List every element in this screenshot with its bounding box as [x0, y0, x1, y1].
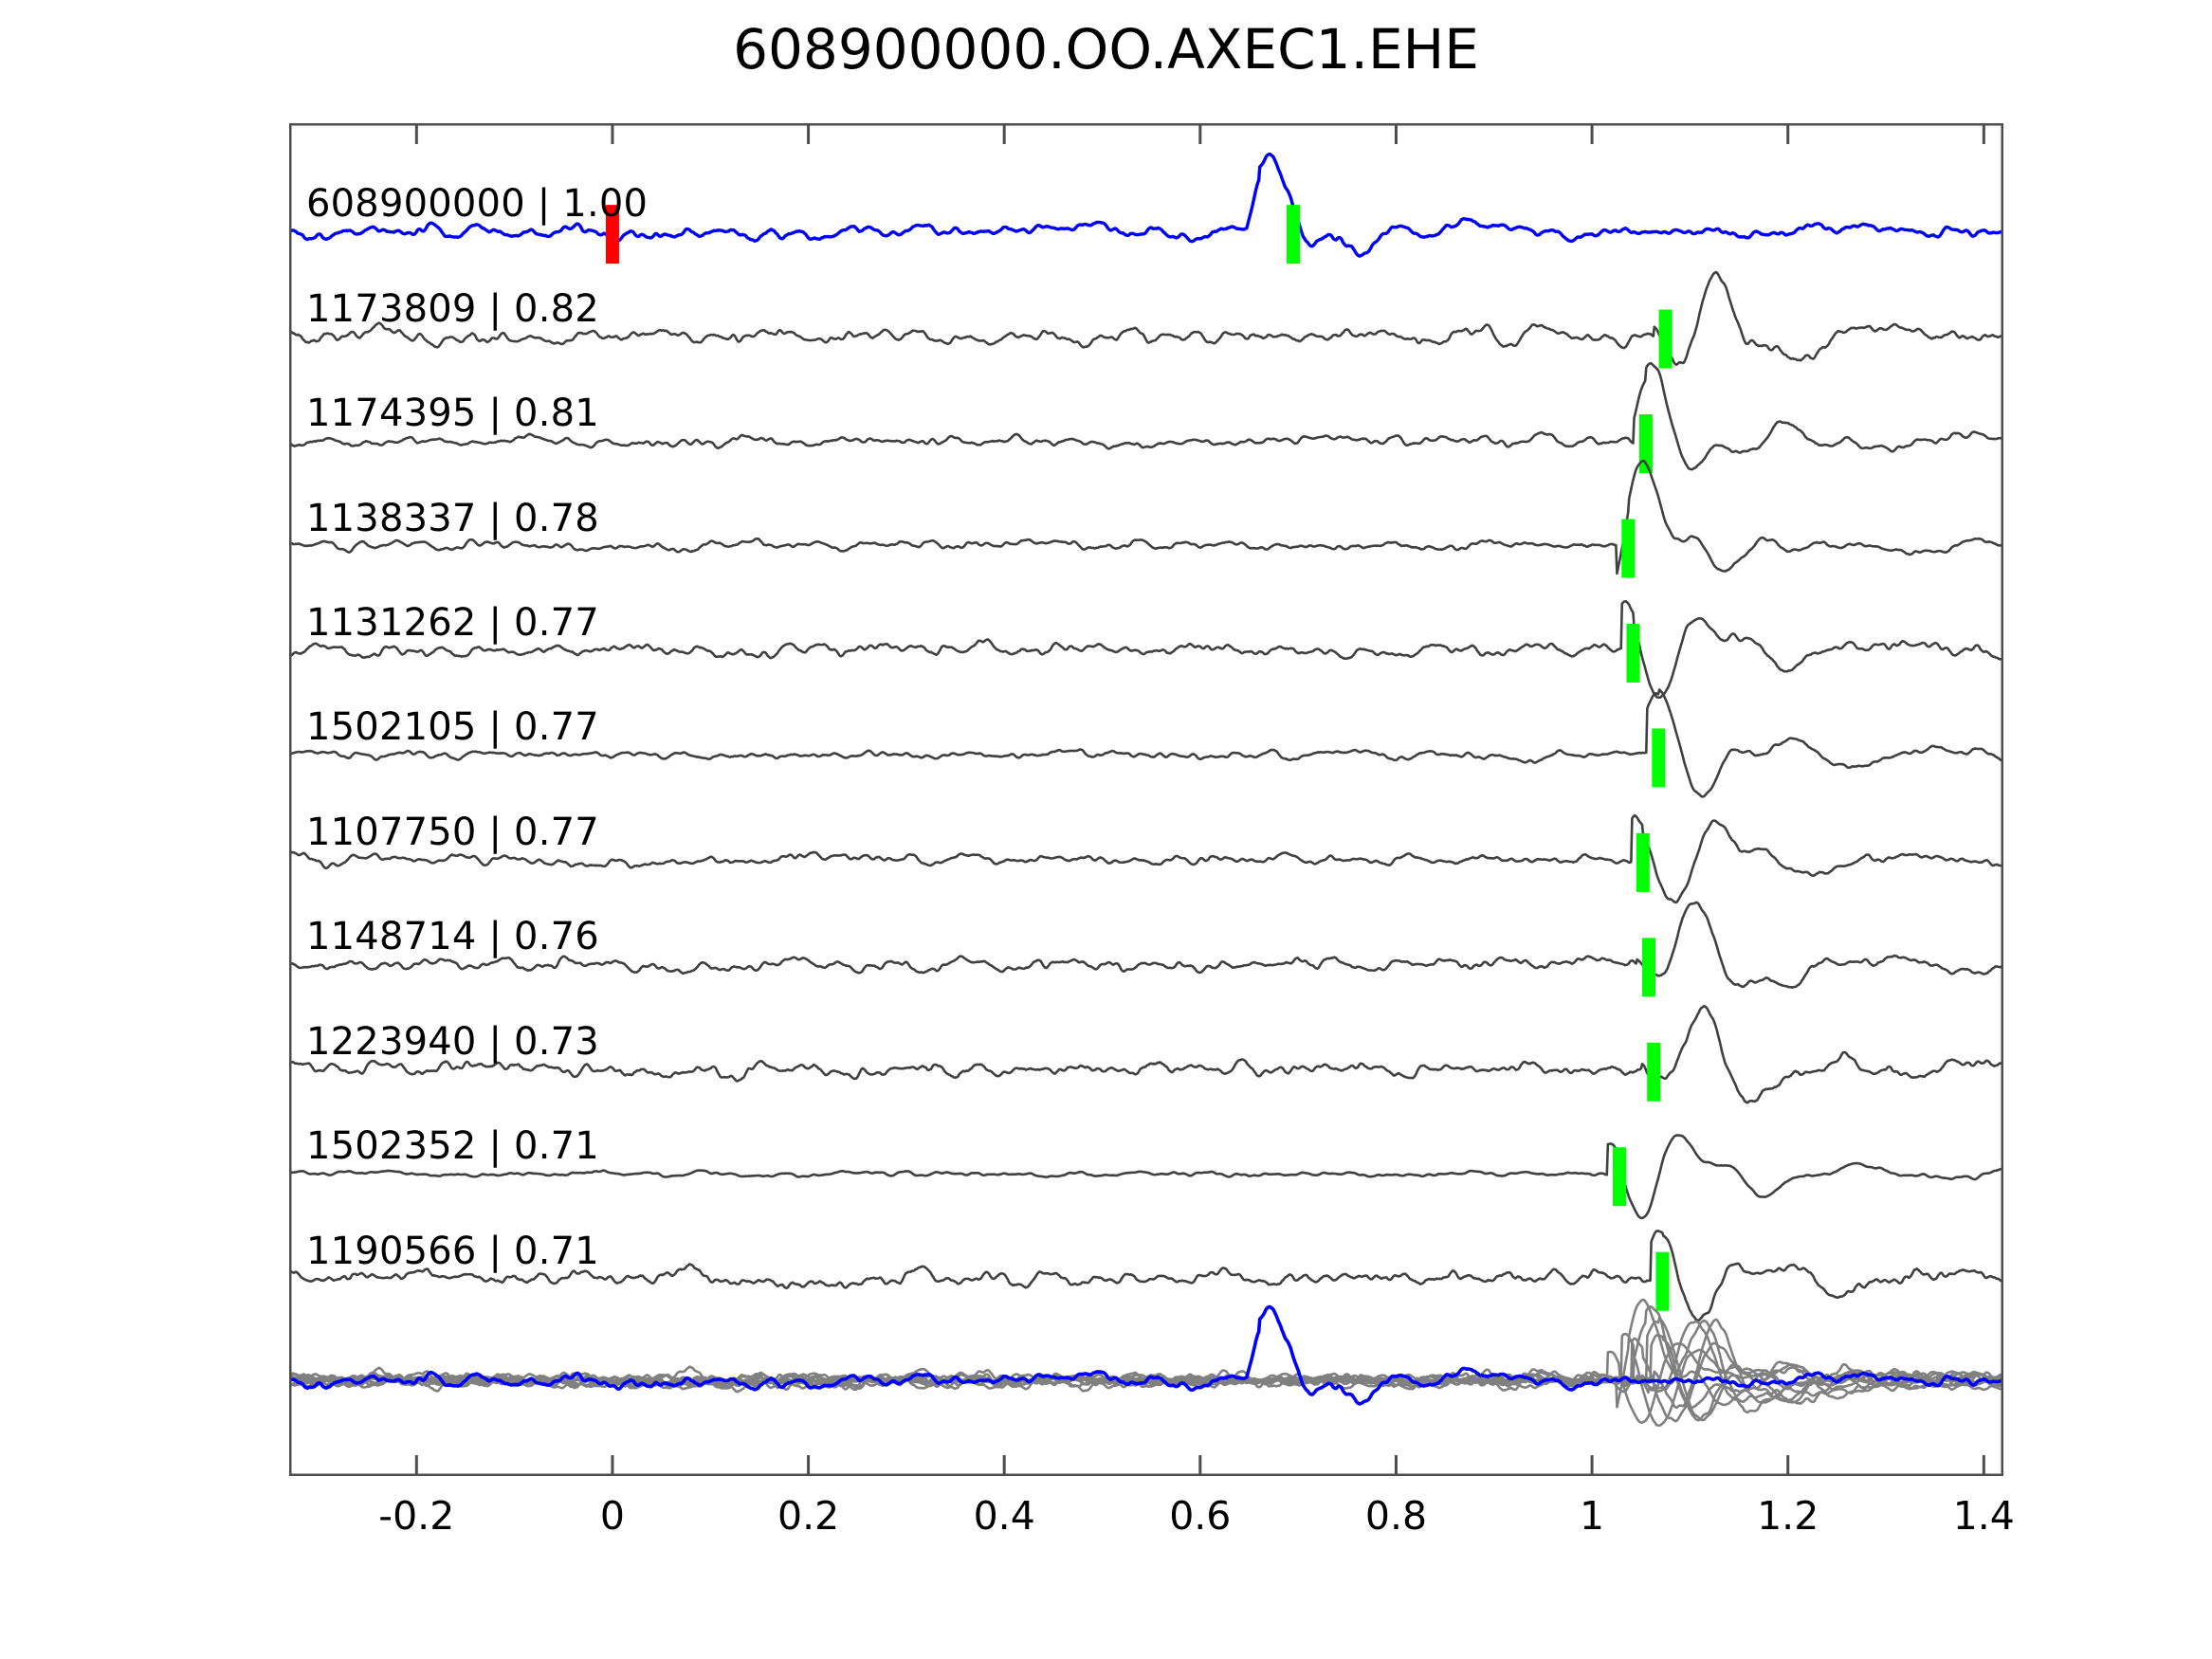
x-tick-label: 1.4 [1952, 1493, 2015, 1539]
trace-label: 1502352 | 0.71 [306, 1124, 599, 1169]
waveform-trace [289, 152, 2003, 258]
plot-svg [289, 123, 2003, 1476]
waveform-row [289, 1230, 2003, 1322]
pick-marker [1658, 309, 1673, 369]
trace-label: 608900000 | 1.00 [306, 182, 649, 227]
pick-marker [1638, 414, 1653, 474]
trace-label: 1223940 | 0.73 [306, 1019, 599, 1064]
waveform-row [289, 152, 2003, 264]
waveform-row [289, 814, 2003, 904]
trace-label: 1131262 | 0.77 [306, 600, 599, 645]
trace-label: 1173809 | 0.82 [306, 286, 599, 331]
waveform-trace [289, 600, 2003, 700]
stack-trace [289, 1319, 2003, 1414]
x-tick-label: 0.8 [1364, 1493, 1428, 1539]
waveform-row [289, 362, 2003, 474]
waveform-trace [289, 1230, 2003, 1322]
stack-template-trace [289, 1304, 2003, 1406]
waveform-trace [289, 901, 2003, 989]
waveform-trace [289, 1005, 2003, 1104]
waveform-row [289, 1134, 2003, 1220]
pick-marker [1647, 1042, 1661, 1102]
waveform-row [289, 688, 2003, 798]
pick-marker [1655, 1251, 1670, 1311]
trace-label: 1107750 | 0.77 [306, 810, 599, 854]
x-tick-label: -0.2 [378, 1493, 455, 1539]
waveform-row [289, 1005, 2003, 1104]
axes-frame [289, 123, 2003, 1476]
pick-marker [1621, 519, 1636, 578]
trace-label: 1502105 | 0.77 [306, 705, 599, 750]
waveform-trace [289, 1134, 2003, 1220]
waveform-trace [289, 688, 2003, 798]
pick-marker [1636, 832, 1650, 892]
trace-label: 1190566 | 0.71 [306, 1229, 599, 1273]
waveform-trace [289, 362, 2003, 471]
x-tick-label: 0.4 [973, 1493, 1035, 1539]
waveform-row [289, 459, 2003, 578]
pick-marker [605, 205, 619, 264]
waveform-row [289, 270, 2003, 369]
x-tick-label: 1 [1580, 1493, 1605, 1539]
pick-marker [1613, 1147, 1627, 1207]
pick-marker [1626, 623, 1640, 683]
waveform-trace [289, 270, 2003, 367]
pick-marker [1652, 728, 1666, 788]
x-tick-label: 1.2 [1757, 1493, 1819, 1539]
pick-marker [1642, 938, 1655, 997]
x-tick-label: 0.2 [777, 1493, 840, 1539]
waveform-row [289, 901, 2003, 997]
x-tick-label: 0.6 [1169, 1493, 1232, 1539]
trace-label: 1174395 | 0.81 [306, 392, 599, 436]
pick-marker-secondary [1286, 205, 1300, 264]
x-tick-label: 0 [599, 1493, 625, 1539]
plot-area: 608900000 | 1.00 1173809 | 0.82 1174395 | … [289, 123, 2003, 1476]
waveform-row [289, 600, 2003, 700]
trace-label: 1148714 | 0.76 [306, 915, 599, 959]
waveform-trace [289, 814, 2003, 904]
waveform-trace [289, 459, 2003, 575]
trace-label: 1138337 | 0.78 [306, 496, 599, 540]
stack-trace [289, 1318, 2003, 1410]
stack-trace [289, 1305, 2003, 1410]
x-axis-tick-labels: -0.2 0 0.2 0.4 0.6 0.8 1 1.2 1.4 [289, 1493, 2015, 1550]
chart-title: 608900000.OO.AXEC1.EHE [733, 17, 1479, 82]
stack-overlay [289, 1298, 2003, 1427]
